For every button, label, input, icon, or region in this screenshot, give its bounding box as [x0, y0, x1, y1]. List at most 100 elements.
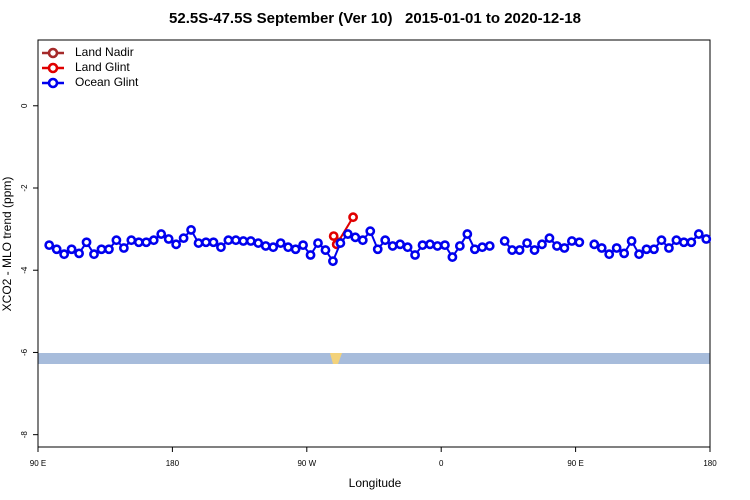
data-point — [701, 234, 712, 244]
data-point — [641, 244, 652, 255]
data-point — [59, 249, 70, 260]
data-point — [238, 236, 249, 246]
data-point — [559, 243, 570, 253]
data-point — [298, 240, 308, 251]
data-point — [566, 236, 577, 246]
data-point — [223, 235, 234, 246]
data-point — [335, 238, 346, 248]
data-point — [387, 241, 398, 251]
y-tick-label: -2 — [20, 184, 29, 192]
legend-marker — [47, 62, 59, 74]
data-point — [365, 226, 376, 237]
legend-marker — [47, 77, 59, 89]
data-point — [596, 243, 607, 253]
data-point — [186, 225, 196, 235]
data-point — [268, 242, 279, 253]
plot-frame — [37, 39, 711, 448]
chart-title: 52.5S-47.5S September (Ver 10) 2015-01-0… — [169, 10, 581, 27]
data-point — [507, 245, 518, 255]
y-tick-label: 0 — [20, 103, 29, 108]
x-tick-label: 180 — [166, 459, 180, 468]
data-point — [395, 239, 406, 250]
data-point — [417, 240, 428, 251]
data-point — [275, 238, 286, 248]
data-point — [544, 233, 555, 244]
data-point — [634, 249, 644, 260]
data-point — [290, 244, 301, 255]
data-point — [589, 239, 600, 250]
data-point — [141, 237, 152, 248]
data-point — [216, 242, 226, 253]
data-point — [328, 256, 338, 267]
data-point — [552, 241, 562, 251]
data-point — [499, 236, 510, 246]
data-point — [51, 244, 62, 255]
data-point — [320, 245, 331, 255]
map-band — [38, 353, 710, 364]
data-point — [537, 239, 547, 250]
data-point — [96, 244, 107, 255]
data-point — [201, 237, 211, 248]
x-tick-label: 0 — [439, 459, 444, 468]
data-point — [477, 242, 488, 253]
data-point — [454, 241, 465, 251]
data-point — [604, 249, 615, 260]
data-point — [44, 240, 55, 251]
data-point — [656, 235, 667, 246]
data-point — [104, 244, 114, 255]
y-tick-label: -8 — [20, 431, 29, 439]
data-point — [245, 236, 256, 246]
data-point — [372, 244, 383, 255]
data-point — [178, 233, 189, 244]
data-point — [230, 235, 241, 246]
data-point — [469, 244, 480, 255]
y-tick-label: -6 — [20, 348, 29, 356]
data-point — [425, 239, 435, 250]
data-point — [81, 237, 92, 248]
data-point — [671, 235, 682, 246]
data-point — [133, 237, 144, 248]
data-point — [118, 243, 129, 253]
data-point — [342, 229, 353, 239]
land-patch — [330, 353, 342, 364]
data-point — [574, 237, 585, 248]
data-point — [348, 212, 358, 223]
data-point — [522, 238, 532, 248]
data-point — [111, 235, 122, 246]
data-point — [626, 236, 637, 246]
data-point — [410, 250, 420, 260]
data-point — [171, 239, 182, 250]
data-point — [253, 238, 264, 248]
data-point — [357, 235, 368, 246]
data-point — [619, 248, 630, 259]
data-point — [305, 250, 316, 260]
y-axis-label: XCO2 - MLO trend (ppm) — [0, 177, 14, 312]
data-point — [89, 249, 99, 260]
data-point — [686, 237, 697, 248]
data-point — [74, 248, 84, 259]
data-point — [664, 243, 674, 253]
legend-marker — [47, 47, 59, 59]
data-point — [260, 241, 271, 251]
legend-label: Land Nadir — [75, 45, 134, 59]
data-point — [156, 229, 167, 239]
data-point — [447, 252, 458, 262]
data-point — [402, 242, 413, 253]
data-point — [193, 238, 204, 248]
data-point — [432, 241, 443, 251]
data-point — [66, 244, 77, 255]
x-tick-label: 90 W — [297, 459, 316, 468]
data-point — [462, 229, 473, 239]
data-point — [693, 229, 704, 239]
data-point — [529, 245, 540, 255]
legend-label: Ocean Glint — [75, 75, 139, 89]
data-point — [440, 240, 450, 251]
data-point — [313, 238, 323, 248]
data-point — [163, 234, 174, 244]
data-point — [678, 237, 689, 248]
data-point — [208, 237, 219, 248]
data-point — [328, 231, 339, 241]
y-tick-label: -4 — [20, 266, 29, 274]
x-tick-label: 90 E — [567, 459, 583, 468]
